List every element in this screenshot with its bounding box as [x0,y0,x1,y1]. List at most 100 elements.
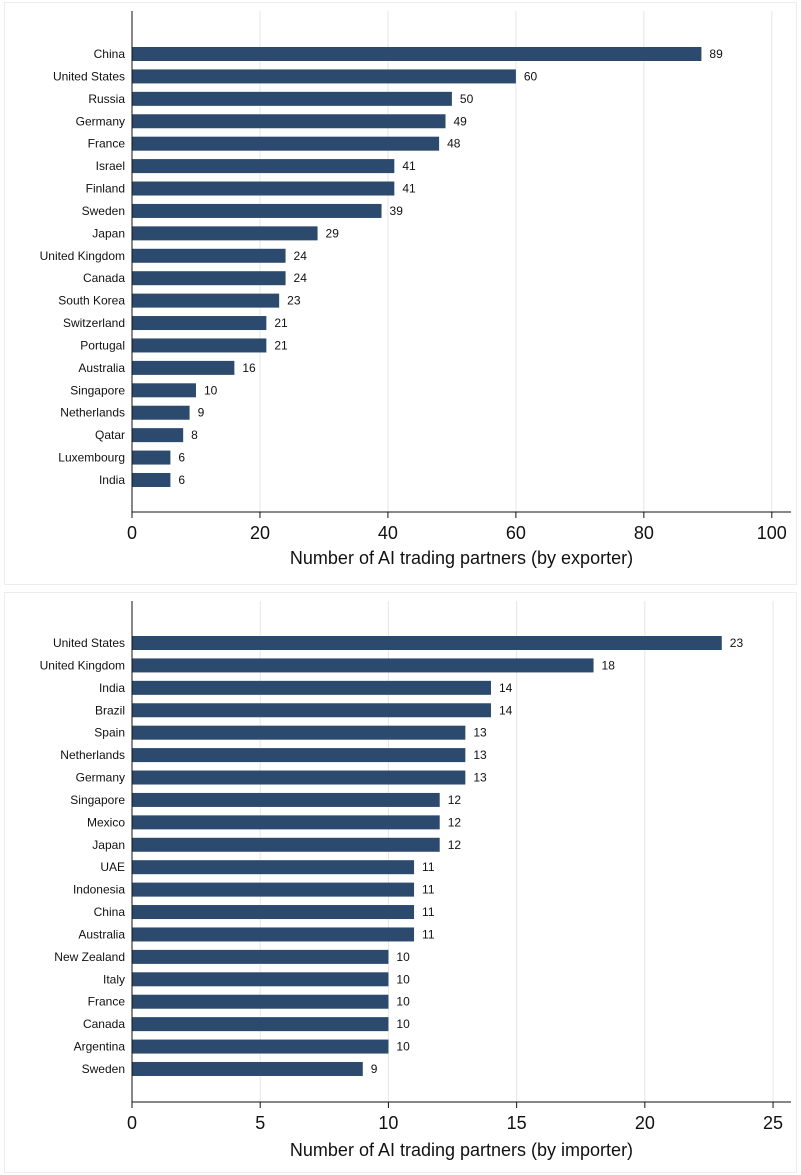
category-label: New Zealand [54,950,125,964]
data-label: 10 [396,972,410,986]
bar [132,450,171,465]
category-label: South Korea [58,294,125,308]
category-label: Brazil [95,703,125,717]
category-label: India [99,681,125,695]
bar [132,1017,389,1032]
data-label: 41 [402,159,416,173]
x-axis-label: Number of AI trading partners (by import… [290,1140,633,1160]
bar [132,636,722,650]
bar [132,383,196,398]
data-label: 10 [204,383,218,397]
category-label: Luxembourg [58,451,125,465]
category-label: Portugal [80,338,125,352]
x-tick-label: 15 [507,1113,527,1133]
category-label: India [99,473,125,487]
x-tick-label: 25 [763,1113,783,1133]
data-label: 13 [473,771,487,785]
x-tick-label: 60 [506,523,526,543]
category-label: Australia [78,927,125,941]
category-label: Sweden [82,1062,125,1076]
category-label: Argentina [74,1040,126,1054]
data-label: 21 [274,338,288,352]
data-label: 89 [709,47,723,61]
category-label: Netherlands [60,748,125,762]
bar [132,472,171,487]
bar [132,91,452,106]
bar [132,994,389,1009]
bar [132,905,415,920]
category-label: United Kingdom [40,658,125,672]
bar [132,114,446,129]
category-label: United States [53,636,125,650]
category-label: Indonesia [73,883,125,897]
bar [132,815,440,830]
category-label: UAE [100,860,125,874]
bar [132,203,382,218]
data-label: 29 [326,226,340,240]
data-label: 10 [396,950,410,964]
bar [132,293,280,308]
bar [132,882,415,897]
bar [132,338,267,353]
bar [132,181,395,196]
data-label: 24 [294,271,308,285]
bar [132,658,594,673]
data-label: 10 [396,1017,410,1031]
data-label: 11 [422,905,435,919]
bar [132,792,440,807]
category-label: Germany [76,114,125,128]
category-label: Israel [96,159,125,173]
x-tick-label: 5 [255,1113,265,1133]
data-label: 12 [448,793,462,807]
category-label: United Kingdom [40,249,125,263]
data-label: 41 [402,182,416,196]
bar [132,680,491,695]
bar [132,1039,389,1054]
bar [132,159,395,174]
data-label: 10 [396,1040,410,1054]
data-label: 12 [448,815,462,829]
data-label: 6 [178,451,185,465]
category-label: Spain [94,726,125,740]
data-label: 18 [602,658,616,672]
bar [132,972,389,987]
category-label: Russia [88,92,125,106]
bar [132,316,267,331]
category-label: Singapore [70,793,125,807]
data-label: 21 [274,316,288,330]
data-label: 60 [524,69,538,83]
data-label: 23 [287,294,301,308]
data-label: 14 [499,681,513,695]
data-label: 11 [422,860,435,874]
data-label: 9 [198,406,205,420]
data-label: 23 [730,636,744,650]
bar [132,405,190,420]
category-label: United States [53,69,125,83]
category-label: Germany [76,771,125,785]
x-tick-label: 20 [250,523,270,543]
category-label: Finland [86,182,125,196]
x-tick-label: 100 [757,523,787,543]
bar [132,248,286,263]
bar [132,837,440,852]
data-label: 48 [447,137,461,151]
category-label: France [88,137,126,151]
category-label: France [88,995,126,1009]
category-label: Qatar [95,428,125,442]
category-label: Australia [78,361,125,375]
x-axis-label: Number of AI trading partners (by export… [290,548,633,568]
bar [132,703,491,718]
x-tick-label: 20 [635,1113,655,1133]
category-label: Italy [103,972,125,986]
data-label: 13 [473,748,487,762]
data-label: 8 [191,428,198,442]
data-label: 49 [454,114,468,128]
bar [132,748,466,763]
data-label: 9 [371,1062,378,1076]
category-label: Mexico [87,815,125,829]
bar [132,47,702,61]
x-tick-label: 80 [634,523,654,543]
importer-chart-panel: United States 23 United Kingdom 18 India 14 Br… [4,592,797,1173]
category-label: China [94,47,126,61]
